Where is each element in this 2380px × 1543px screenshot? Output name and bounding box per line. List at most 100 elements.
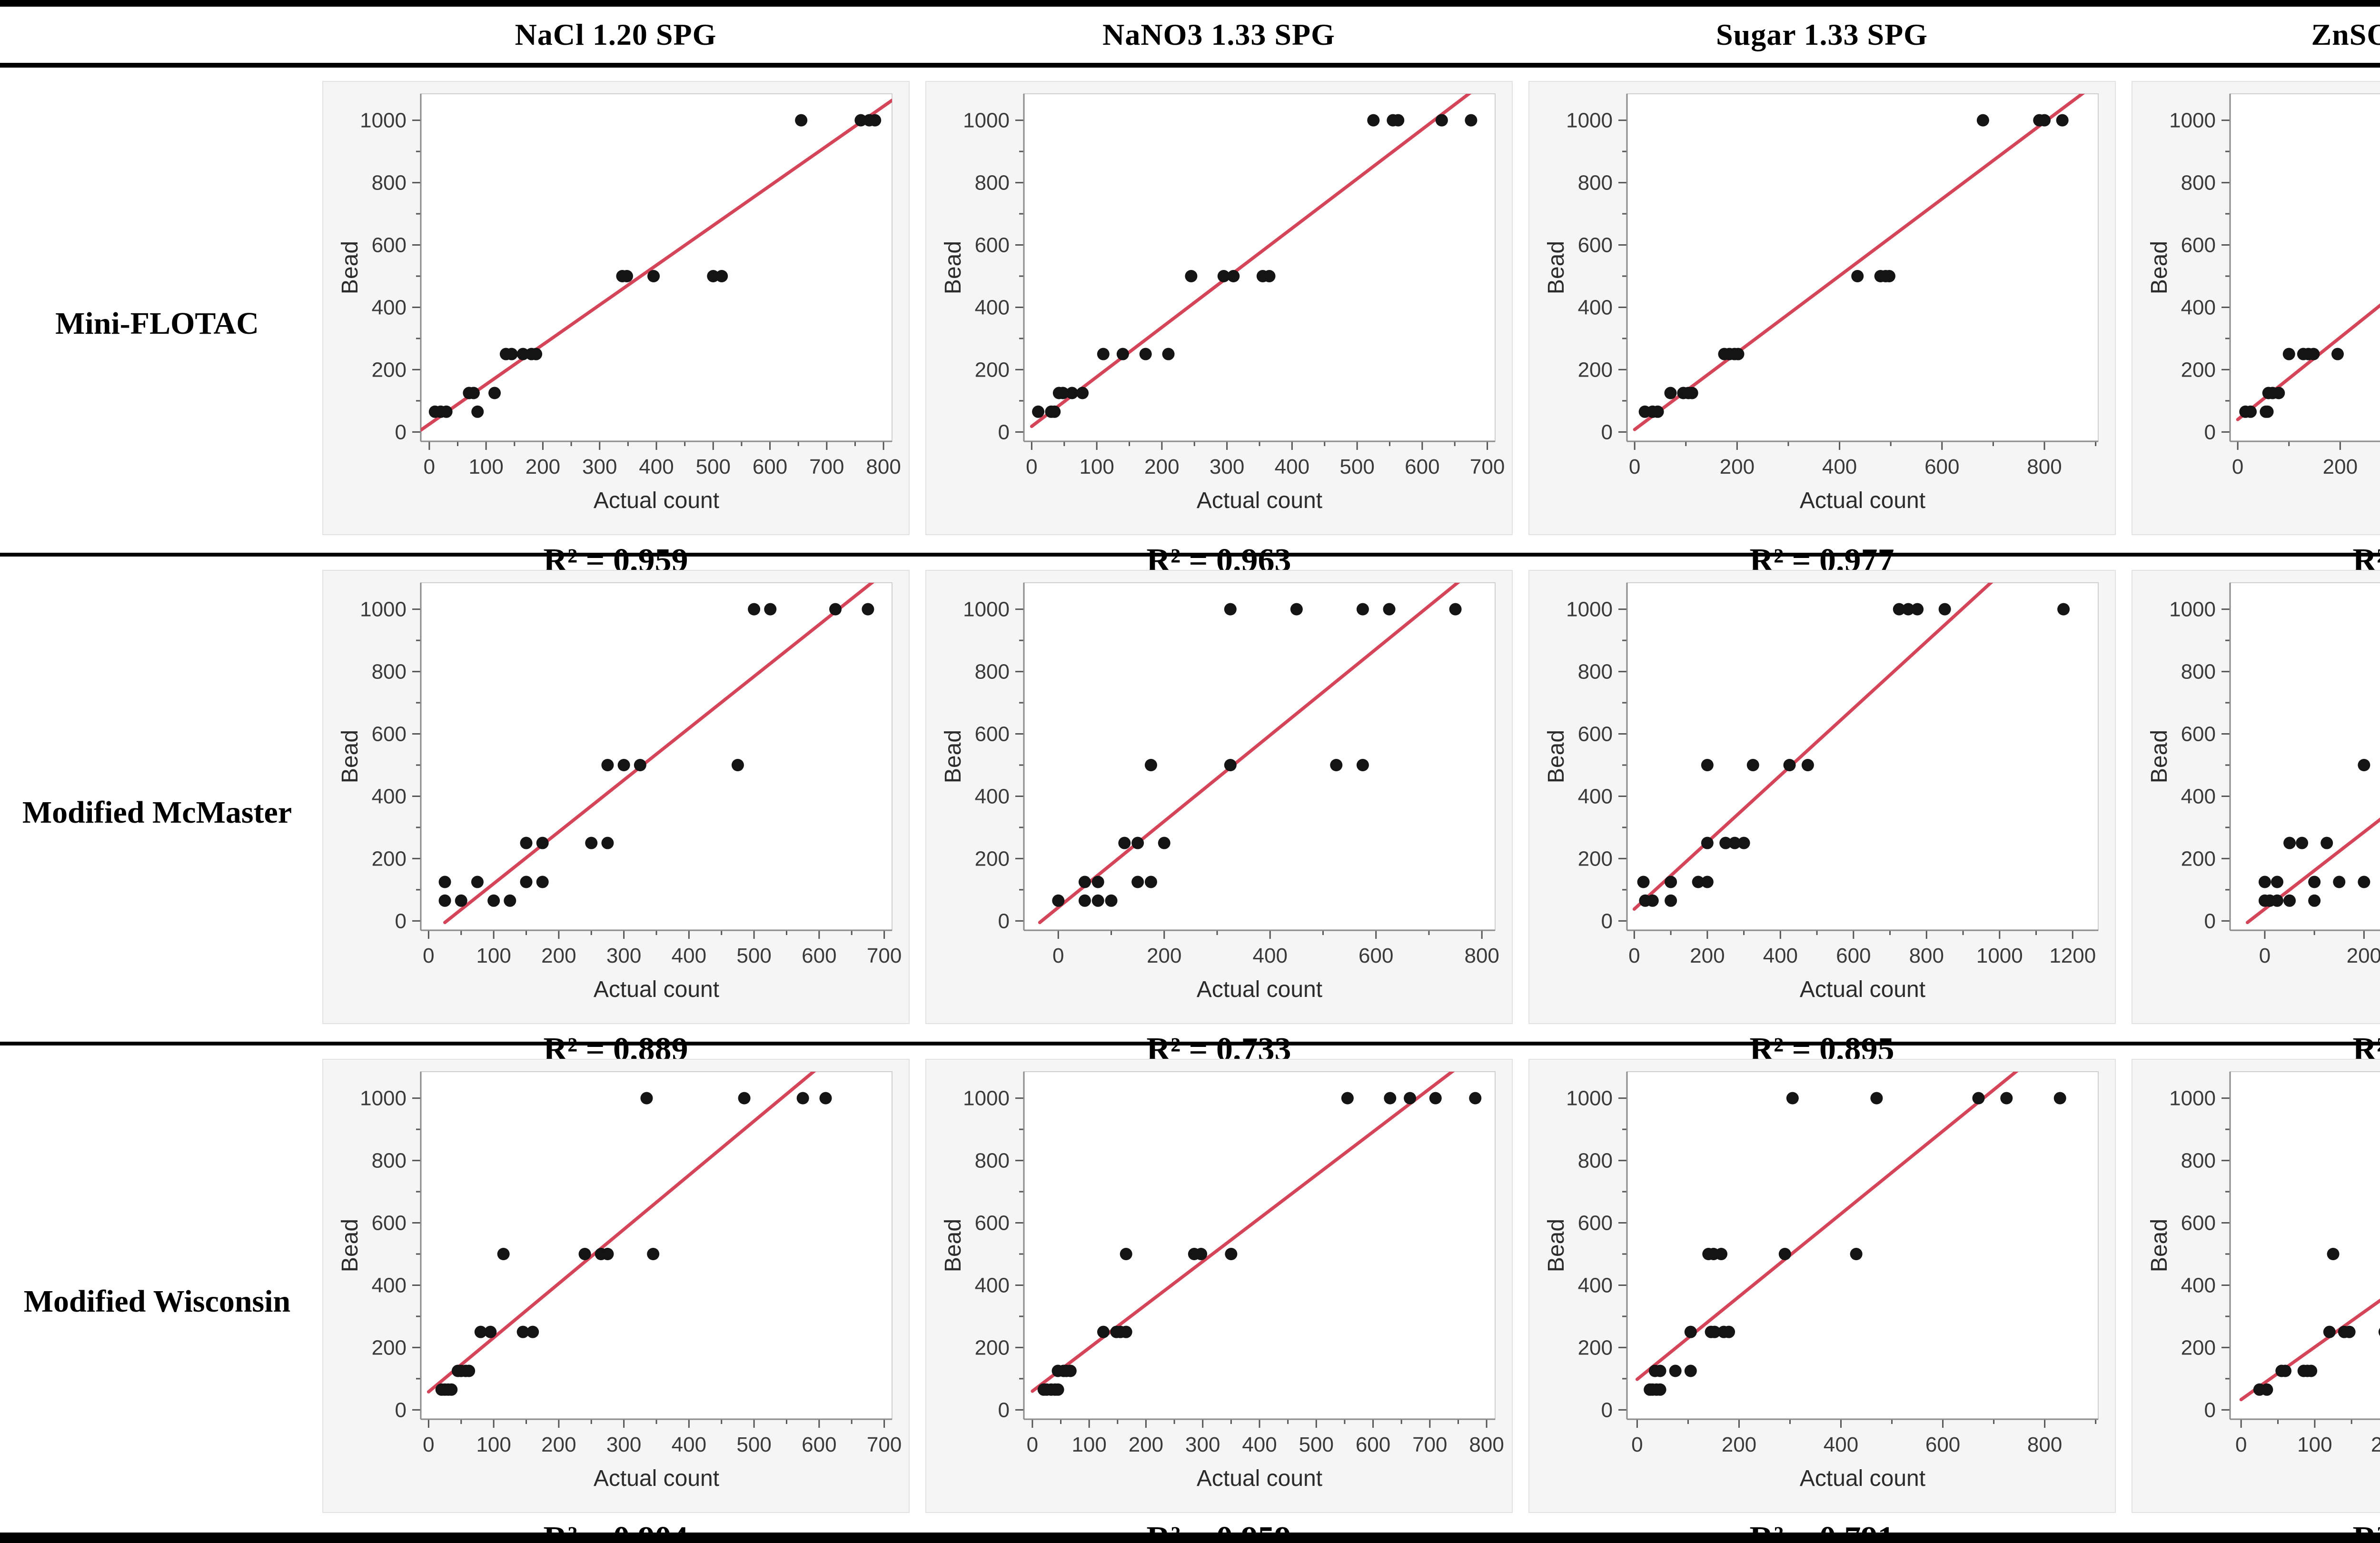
svg-text:200: 200 (541, 1433, 576, 1456)
svg-text:300: 300 (1209, 455, 1244, 478)
svg-text:600: 600 (2181, 1211, 2215, 1234)
chart-panel: 0 100 200 300 400 500 600 700 800 0 200 400 600 800 10… (322, 81, 910, 535)
svg-text:800: 800 (866, 455, 901, 478)
svg-text:700: 700 (809, 455, 844, 478)
r-squared-label: R² = 0.959 (1146, 1520, 1291, 1543)
svg-text:0: 0 (998, 420, 1009, 444)
svg-text:0: 0 (395, 909, 406, 933)
data-points (2253, 1248, 2380, 1396)
svg-text:400: 400 (1577, 1274, 1612, 1297)
svg-text:400: 400 (974, 296, 1009, 319)
scatter-svg: 0 200 400 600 800 1000 1200 0 200 400 600 800 1000 Ac… (1529, 571, 2115, 1023)
scatter-plot-figure: 0 100 200 300 400 500 600 700 0 200 400 600 800 1000 A… (314, 1045, 917, 1543)
svg-text:300: 300 (582, 455, 617, 478)
x-axis-label: Actual count (1799, 488, 1925, 513)
data-points (1637, 603, 2070, 907)
svg-text:400: 400 (371, 296, 406, 319)
svg-text:400: 400 (1823, 1433, 1858, 1456)
fit-line (443, 583, 874, 925)
data-points (1643, 1092, 2066, 1396)
svg-text:200: 200 (1577, 358, 1612, 381)
svg-text:600: 600 (1405, 455, 1439, 478)
fit-line (1633, 94, 2085, 431)
svg-text:600: 600 (371, 722, 406, 746)
svg-text:1000: 1000 (963, 109, 1010, 132)
svg-text:800: 800 (1577, 660, 1612, 684)
svg-text:800: 800 (2027, 455, 2062, 478)
svg-text:800: 800 (1577, 1149, 1612, 1173)
svg-text:200: 200 (1690, 944, 1725, 967)
fit-line (2236, 303, 2380, 421)
svg-text:1000: 1000 (360, 109, 407, 132)
svg-text:400: 400 (671, 944, 706, 967)
svg-text:800: 800 (1469, 1433, 1504, 1456)
svg-text:200: 200 (1147, 944, 1181, 967)
column-header-sugar: Sugar 1.33 SPG (1716, 18, 1928, 51)
y-axis-label: Bead (337, 241, 363, 294)
svg-text:1000: 1000 (2169, 598, 2216, 621)
data-points (1051, 603, 1462, 907)
svg-text:200: 200 (1577, 1336, 1612, 1359)
svg-text:600: 600 (1577, 233, 1612, 257)
svg-text:200: 200 (525, 455, 560, 478)
svg-text:500: 500 (1339, 455, 1374, 478)
y-axis-label: Bead (337, 1219, 363, 1272)
svg-text:200: 200 (974, 1336, 1009, 1359)
fit-line (420, 99, 892, 432)
data-points (1031, 114, 1477, 418)
r-squared-label: R² = 0.791 (1749, 1520, 1894, 1543)
column-header-znso4: ZnSO4 1.18 SPG (2311, 18, 2380, 51)
svg-text:600: 600 (1577, 722, 1612, 746)
data-points (438, 603, 874, 907)
svg-text:0: 0 (2204, 420, 2215, 444)
svg-text:800: 800 (974, 171, 1009, 195)
svg-text:0: 0 (423, 455, 435, 478)
row-header-mini-flotac: Mini-FLOTAC (55, 306, 259, 341)
scatter-svg: 0 100 200 300 400 500 600 700 800 0 200 400 600 800 10… (323, 82, 909, 534)
svg-text:800: 800 (2181, 171, 2215, 195)
svg-text:300: 300 (606, 944, 641, 967)
svg-text:800: 800 (2027, 1433, 2062, 1456)
svg-text:400: 400 (974, 1274, 1009, 1297)
svg-text:0: 0 (423, 944, 434, 967)
svg-text:200: 200 (2346, 944, 2380, 967)
svg-text:600: 600 (1925, 1433, 1960, 1456)
svg-text:200: 200 (2370, 1433, 2380, 1456)
svg-text:600: 600 (1836, 944, 1871, 967)
y-axis-label: Bead (2147, 1219, 2172, 1272)
svg-text:200: 200 (1128, 1433, 1163, 1456)
scatter-svg: 0 100 200 300 400 500 600 700 0 200 400 600 800 1000 A… (926, 82, 1512, 534)
svg-text:400: 400 (1274, 455, 1309, 478)
svg-text:400: 400 (1822, 455, 1856, 478)
svg-text:300: 300 (606, 1433, 641, 1456)
fit-line (1038, 583, 1460, 925)
svg-text:200: 200 (1721, 1433, 1756, 1456)
svg-text:1000: 1000 (1566, 598, 1613, 621)
svg-text:0: 0 (423, 1433, 434, 1456)
svg-text:600: 600 (802, 944, 836, 967)
y-axis-label: Bead (2147, 730, 2172, 783)
chart-panel: 010020030040050060002004006008001000Actu… (2131, 1059, 2380, 1513)
svg-text:0: 0 (395, 1398, 406, 1422)
r-squared-label: R² = 0.904 (543, 1520, 688, 1543)
column-header-nacl: NaCl 1.20 SPG (515, 18, 717, 51)
y-axis-label: Bead (941, 1219, 966, 1272)
svg-text:1000: 1000 (1566, 1087, 1613, 1110)
svg-text:500: 500 (1299, 1433, 1333, 1456)
data-points (2258, 759, 2370, 907)
svg-text:200: 200 (541, 944, 576, 967)
svg-text:400: 400 (2181, 1274, 2215, 1297)
column-header-nano3: NaNO3 1.33 SPG (1102, 18, 1335, 51)
svg-text:600: 600 (2181, 722, 2215, 746)
y-axis-label: Bead (1544, 241, 1569, 294)
svg-text:1000: 1000 (2169, 1087, 2216, 1110)
svg-text:700: 700 (866, 1433, 901, 1456)
svg-text:0: 0 (2204, 909, 2215, 933)
svg-text:800: 800 (974, 1149, 1009, 1173)
